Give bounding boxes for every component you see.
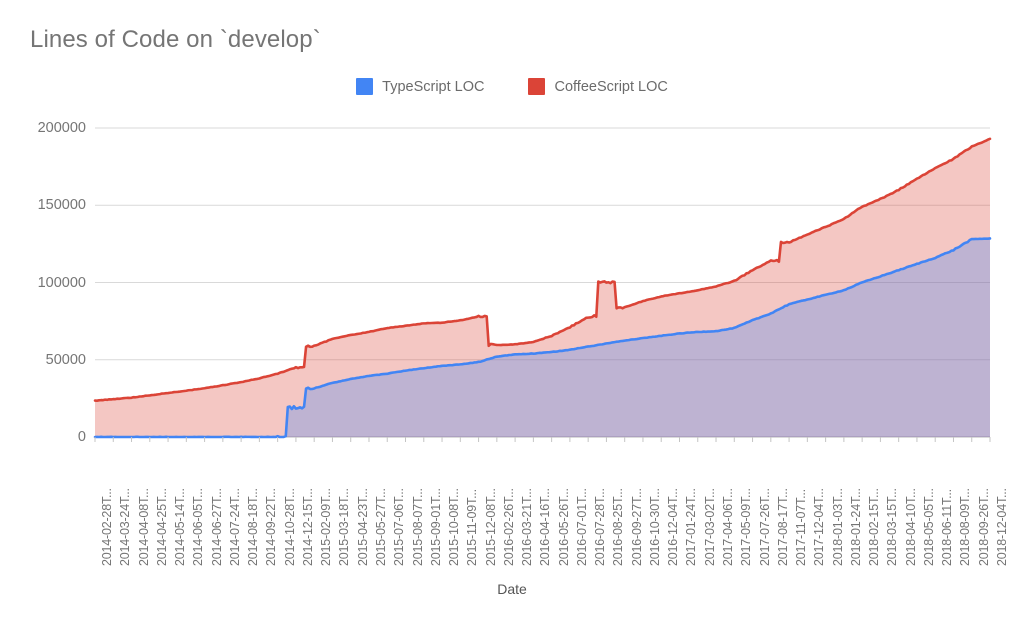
legend-item-coffeescript[interactable]: CoffeeScript LOC — [528, 78, 668, 95]
x-tick-label: 2015-02-09T... — [319, 488, 334, 566]
y-tick-label: 200000 — [37, 120, 86, 136]
x-tick-label: 2015-08-07T... — [410, 488, 425, 566]
x-tick-label: 2014-09-22T... — [264, 488, 279, 566]
x-tick-label: 2018-05-05T... — [921, 488, 936, 566]
x-tick-label: 2014-05-14T... — [173, 488, 188, 566]
y-axis-labels: 0 50000 100000 150000 200000 — [0, 0, 86, 633]
legend-label-coffeescript: CoffeeScript LOC — [554, 78, 668, 95]
chart-legend: TypeScript LOC CoffeeScript LOC — [0, 78, 1024, 95]
x-tick-label: 2017-04-06T... — [721, 488, 736, 566]
x-tick-label: 2018-03-15T... — [885, 488, 900, 566]
legend-item-typescript[interactable]: TypeScript LOC — [356, 78, 484, 95]
x-tick-label: 2018-02-15T... — [867, 488, 882, 566]
x-tick-label: 2017-07-26T... — [757, 488, 772, 566]
x-axis-title: Date — [497, 581, 527, 597]
x-tick-label: 2018-09-26T... — [976, 488, 991, 566]
x-tick-label: 2014-08-18T... — [246, 488, 261, 566]
x-tick-label: 2015-04-23T... — [355, 488, 370, 566]
x-tick-label: 2015-11-09T... — [465, 489, 480, 566]
x-tick-label: 2015-05-27T... — [373, 488, 388, 566]
x-tick-label: 2018-04-10T... — [903, 488, 918, 566]
series-lines — [93, 137, 992, 439]
y-tick-label: 0 — [77, 429, 86, 445]
x-tick-label: 2017-01-24T... — [684, 488, 699, 566]
x-tick-label: 2018-12-04T... — [995, 488, 1009, 566]
x-tick-label: 2018-08-09T... — [958, 488, 973, 566]
y-tick-label: 50000 — [45, 351, 86, 368]
x-tick-label: 2014-04-08T... — [136, 488, 151, 566]
y-tick-label: 100000 — [37, 274, 86, 291]
x-tick-label: 2014-06-05T... — [191, 488, 206, 566]
x-tick-label: 2016-07-01T... — [574, 488, 589, 566]
x-tick-label: 2014-10-28T... — [282, 488, 297, 566]
x-tick-label: 2014-12-15T... — [300, 488, 315, 566]
x-tick-label: 2015-09-01T... — [428, 488, 443, 566]
x-tick-label: 2016-07-28T... — [593, 488, 608, 566]
series-line-typescript — [93, 237, 992, 439]
x-tick-label: 2018-06-11T... — [940, 489, 955, 566]
x-tick-label: 2016-09-27T... — [629, 488, 644, 566]
y-tick-label: 150000 — [37, 197, 86, 214]
x-tick-label: 2016-12-04T... — [666, 488, 681, 566]
chart-title: Lines of Code on `develop` — [30, 26, 321, 53]
legend-swatch-coffeescript — [528, 78, 546, 95]
x-tick-label: 2016-02-26T... — [501, 488, 516, 566]
x-tick-label: 2015-10-08T... — [447, 488, 462, 566]
x-tick-label: 2018-01-24T... — [848, 488, 863, 566]
x-tick-label: 2015-07-06T... — [392, 488, 407, 566]
x-tick-label: 2017-08-17T... — [775, 488, 790, 566]
x-tick-label: 2014-04-25T... — [154, 488, 169, 566]
x-tick-label: 2018-01-03T... — [830, 488, 845, 566]
x-tick-label: 2016-03-21T... — [520, 488, 535, 566]
x-tick-label: 2016-10-30T... — [647, 488, 662, 566]
x-tick-label: 2014-02-28T... — [100, 488, 114, 566]
x-tick-label: 2017-12-04T... — [812, 488, 827, 566]
x-tick-label: 2017-11-07T... — [794, 489, 809, 566]
x-tick-label: 2016-04-16T... — [538, 488, 553, 566]
x-tick-label: 2015-12-08T... — [483, 488, 498, 566]
series-line-coffeescript — [93, 137, 992, 402]
x-tick-label: 2015-03-18T... — [337, 488, 352, 566]
x-tick-label: 2016-05-26T... — [556, 488, 571, 566]
x-tick-label: 2014-06-27T... — [209, 488, 224, 566]
x-tick-marks — [94, 437, 991, 442]
x-tick-label: 2017-03-02T... — [702, 488, 717, 566]
x-tick-label: 2016-08-25T... — [611, 488, 626, 566]
x-tick-label: 2017-05-09T... — [739, 488, 754, 566]
x-tick-label: 2014-07-24T... — [227, 488, 242, 566]
legend-swatch-typescript — [356, 78, 374, 95]
x-tick-label: 2014-03-24T... — [118, 488, 133, 566]
series-area-coffeescript — [95, 138, 990, 437]
legend-label-typescript: TypeScript LOC — [382, 78, 485, 95]
